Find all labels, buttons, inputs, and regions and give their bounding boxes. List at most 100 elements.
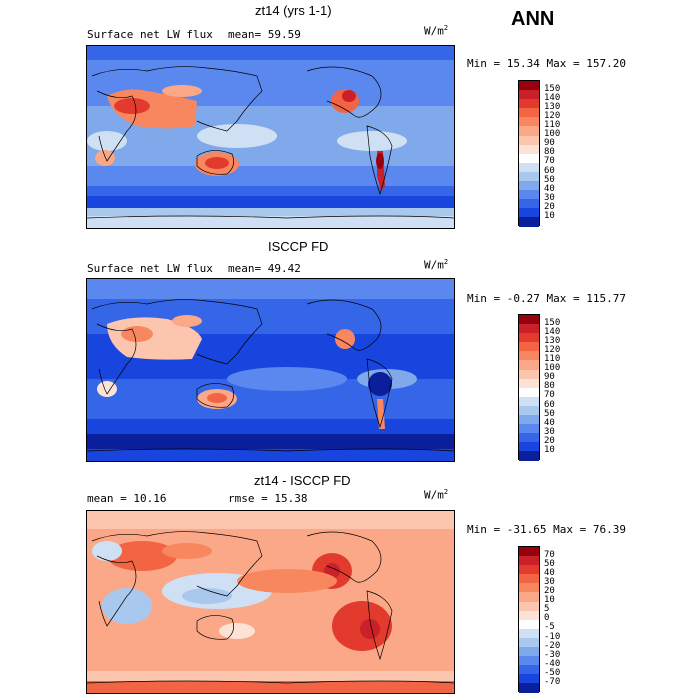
panel-3-colorbar-swatches bbox=[518, 546, 540, 693]
colorbar-tick-label: 80 bbox=[544, 381, 555, 392]
colorbar-swatch bbox=[519, 144, 539, 154]
colorbar-swatch bbox=[519, 369, 539, 379]
colorbar-tick-label: -5 bbox=[544, 622, 555, 633]
colorbar-swatch bbox=[519, 442, 539, 452]
colorbar-swatch bbox=[519, 601, 539, 611]
panel-1-units: W/m2 bbox=[424, 24, 449, 38]
colorbar-tick-label: 30 bbox=[544, 426, 555, 437]
colorbar-tick-label: 140 bbox=[544, 326, 561, 337]
colorbar-swatch bbox=[519, 153, 539, 163]
colorbar-swatch bbox=[519, 181, 539, 191]
colorbar-swatch bbox=[519, 665, 539, 675]
colorbar-swatch bbox=[519, 135, 539, 145]
colorbar-tick-label: 90 bbox=[544, 372, 555, 383]
panel-3-rmse: rmse = 15.38 bbox=[228, 492, 308, 505]
colorbar-tick-label: 50 bbox=[544, 174, 555, 185]
colorbar-swatch bbox=[519, 387, 539, 397]
panel-3-units: W/m2 bbox=[424, 488, 449, 502]
colorbar-tick-label: -20 bbox=[544, 640, 561, 651]
colorbar-tick-label: 100 bbox=[544, 129, 561, 140]
colorbar-tick-label: 20 bbox=[544, 435, 555, 446]
panel-2-title: ISCCP FD bbox=[268, 239, 329, 254]
colorbar-swatch bbox=[519, 683, 539, 693]
colorbar-tick-label: 0 bbox=[544, 613, 550, 624]
colorbar-swatch bbox=[519, 315, 539, 325]
colorbar-tick-label: 130 bbox=[544, 101, 561, 112]
colorbar-swatch bbox=[519, 674, 539, 684]
colorbar-swatch bbox=[519, 628, 539, 638]
colorbar-swatch bbox=[519, 208, 539, 218]
panel-3-minmax: Min = -31.65 Max = 76.39 bbox=[467, 523, 626, 536]
panel-3-mean: mean = 10.16 bbox=[87, 492, 167, 505]
colorbar-tick-label: -50 bbox=[544, 667, 561, 678]
colorbar-swatch bbox=[519, 574, 539, 584]
colorbar-tick-label: 120 bbox=[544, 110, 561, 121]
panel-2-units: W/m2 bbox=[424, 258, 449, 272]
colorbar-swatch bbox=[519, 433, 539, 443]
colorbar-swatch bbox=[519, 610, 539, 620]
panel-2-map bbox=[86, 278, 455, 462]
colorbar-swatch bbox=[519, 656, 539, 666]
panel-2-minmax: Min = -0.27 Max = 115.77 bbox=[467, 292, 626, 305]
panel-2-colorbar-swatches bbox=[518, 314, 540, 461]
colorbar-swatch bbox=[519, 199, 539, 209]
colorbar-tick-label: 120 bbox=[544, 344, 561, 355]
colorbar-swatch bbox=[519, 81, 539, 91]
colorbar-swatch bbox=[519, 556, 539, 566]
colorbar-swatch bbox=[519, 190, 539, 200]
colorbar-tick-label: 10 bbox=[544, 445, 555, 455]
colorbar-tick-label: 30 bbox=[544, 192, 555, 203]
panel-2-mean: mean= 49.42 bbox=[228, 262, 301, 275]
colorbar-tick-label: -70 bbox=[544, 677, 561, 687]
colorbar-swatch bbox=[519, 424, 539, 434]
colorbar-swatch bbox=[519, 415, 539, 425]
colorbar-swatch bbox=[519, 162, 539, 172]
colorbar-tick-label: 110 bbox=[544, 120, 561, 130]
panel-1-map bbox=[86, 45, 455, 229]
colorbar-swatch bbox=[519, 647, 539, 657]
colorbar-swatch bbox=[519, 360, 539, 370]
colorbar-tick-label: 40 bbox=[544, 183, 555, 194]
colorbar-tick-label: 40 bbox=[544, 567, 555, 578]
panel-3-title: zt14 - ISCCP FD bbox=[254, 473, 351, 488]
colorbar-tick-label: 20 bbox=[544, 201, 555, 212]
colorbar-swatch bbox=[519, 565, 539, 575]
colorbar-swatch bbox=[519, 126, 539, 136]
panel-1-title: zt14 (yrs 1-1) bbox=[255, 3, 332, 18]
colorbar-swatch bbox=[519, 108, 539, 118]
colorbar-tick-label: -10 bbox=[544, 631, 561, 642]
panel-2-field-name: Surface net LW flux bbox=[87, 262, 213, 275]
colorbar-swatch bbox=[519, 217, 539, 227]
colorbar-tick-label: -30 bbox=[544, 649, 561, 660]
panel-1-colorbar-swatches bbox=[518, 80, 540, 227]
colorbar-swatch bbox=[519, 637, 539, 648]
panel-1-mean: mean= 59.59 bbox=[228, 28, 301, 41]
colorbar-tick-label: 50 bbox=[544, 408, 555, 419]
colorbar-tick-label: 70 bbox=[544, 156, 555, 167]
colorbar-swatch bbox=[519, 351, 539, 361]
colorbar-tick-label: 150 bbox=[544, 317, 561, 328]
season-label: ANN bbox=[511, 8, 555, 30]
panel-1-minmax: Min = 15.34 Max = 157.20 bbox=[467, 57, 626, 70]
colorbar-tick-label: 20 bbox=[544, 586, 555, 596]
colorbar-swatch bbox=[519, 547, 539, 557]
colorbar-tick-label: 80 bbox=[544, 147, 555, 158]
colorbar-swatch bbox=[519, 99, 539, 109]
colorbar-tick-label: 30 bbox=[544, 576, 555, 587]
colorbar-tick-label: 40 bbox=[544, 417, 555, 428]
colorbar-tick-label: 150 bbox=[544, 83, 561, 94]
colorbar-tick-label: 10 bbox=[544, 595, 555, 606]
colorbar-swatch bbox=[519, 583, 539, 593]
colorbar-swatch bbox=[519, 333, 539, 343]
colorbar-swatch bbox=[519, 619, 539, 629]
colorbar-tick-label: 70 bbox=[544, 390, 555, 401]
panel-3-map bbox=[86, 510, 455, 694]
colorbar-tick-label: 110 bbox=[544, 354, 561, 364]
panel-1-field-name: Surface net LW flux bbox=[87, 28, 213, 41]
colorbar-tick-label: -40 bbox=[544, 658, 561, 669]
colorbar-tick-label: 90 bbox=[544, 138, 555, 149]
colorbar-swatch bbox=[519, 396, 539, 406]
colorbar-swatch bbox=[519, 405, 539, 416]
colorbar-swatch bbox=[519, 90, 539, 100]
colorbar-tick-label: 130 bbox=[544, 335, 561, 346]
